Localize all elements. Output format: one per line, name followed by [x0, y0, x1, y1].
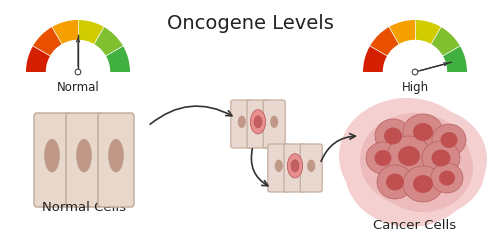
- Wedge shape: [415, 20, 441, 44]
- Circle shape: [412, 69, 418, 75]
- FancyBboxPatch shape: [231, 100, 253, 148]
- Wedge shape: [26, 46, 50, 72]
- FancyBboxPatch shape: [284, 144, 306, 192]
- Text: Cancer Cells: Cancer Cells: [373, 219, 457, 232]
- Ellipse shape: [307, 160, 315, 172]
- Circle shape: [75, 69, 81, 75]
- Ellipse shape: [366, 142, 400, 174]
- Ellipse shape: [377, 165, 413, 199]
- Ellipse shape: [441, 132, 458, 148]
- FancyBboxPatch shape: [300, 144, 322, 192]
- Ellipse shape: [413, 175, 433, 193]
- Ellipse shape: [339, 98, 475, 214]
- Ellipse shape: [287, 154, 303, 178]
- Ellipse shape: [403, 114, 443, 150]
- Wedge shape: [370, 27, 399, 56]
- Ellipse shape: [439, 171, 455, 185]
- FancyBboxPatch shape: [247, 100, 269, 148]
- FancyBboxPatch shape: [263, 100, 285, 148]
- Ellipse shape: [403, 166, 443, 202]
- Wedge shape: [106, 46, 130, 72]
- Ellipse shape: [254, 116, 262, 128]
- Ellipse shape: [413, 123, 433, 141]
- FancyBboxPatch shape: [66, 113, 102, 207]
- Ellipse shape: [360, 113, 470, 207]
- Wedge shape: [363, 46, 387, 72]
- Ellipse shape: [432, 124, 466, 156]
- Ellipse shape: [398, 146, 420, 166]
- Ellipse shape: [431, 163, 463, 193]
- Ellipse shape: [363, 107, 487, 211]
- Ellipse shape: [270, 116, 278, 128]
- Text: Oncogene Levels: Oncogene Levels: [167, 14, 333, 33]
- Ellipse shape: [238, 116, 246, 128]
- Wedge shape: [431, 27, 460, 56]
- Text: Normal Cells: Normal Cells: [42, 201, 126, 214]
- Wedge shape: [33, 27, 62, 56]
- FancyBboxPatch shape: [98, 113, 134, 207]
- Ellipse shape: [291, 160, 299, 172]
- Ellipse shape: [375, 119, 411, 153]
- Ellipse shape: [369, 121, 485, 217]
- Ellipse shape: [275, 160, 283, 172]
- Text: High: High: [401, 81, 429, 94]
- Wedge shape: [443, 46, 467, 72]
- FancyBboxPatch shape: [34, 113, 70, 207]
- Wedge shape: [52, 20, 78, 44]
- Ellipse shape: [386, 173, 404, 191]
- Ellipse shape: [387, 136, 431, 176]
- Ellipse shape: [373, 124, 473, 212]
- Ellipse shape: [44, 139, 60, 172]
- Ellipse shape: [76, 139, 92, 172]
- FancyBboxPatch shape: [268, 144, 290, 192]
- Text: Normal: Normal: [56, 81, 99, 94]
- Ellipse shape: [108, 139, 124, 172]
- Wedge shape: [389, 20, 415, 44]
- Ellipse shape: [422, 141, 460, 175]
- Wedge shape: [94, 27, 123, 56]
- Ellipse shape: [345, 117, 475, 227]
- Wedge shape: [78, 20, 104, 44]
- Ellipse shape: [250, 110, 265, 134]
- Ellipse shape: [375, 150, 392, 166]
- Ellipse shape: [432, 150, 451, 166]
- Ellipse shape: [384, 128, 402, 144]
